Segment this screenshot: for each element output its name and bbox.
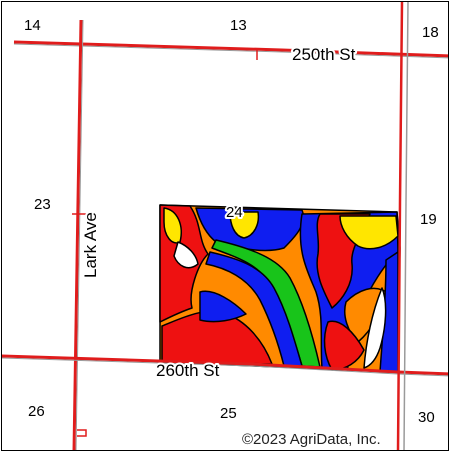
section-number: 13 bbox=[230, 17, 247, 34]
section-number: 14 bbox=[24, 17, 41, 34]
road-label-lark-ave: Lark Ave bbox=[81, 212, 100, 278]
road-tick bbox=[77, 429, 87, 437]
section-line-east bbox=[396, 2, 409, 450]
section-number: 26 bbox=[28, 403, 45, 420]
section-number: 18 bbox=[422, 24, 439, 41]
copyright-credit: ©2023 AgriData, Inc. bbox=[242, 431, 381, 448]
road-label-260th-st: 260th St bbox=[156, 361, 220, 380]
section-number: 24 bbox=[226, 204, 243, 221]
road-260th-st bbox=[2, 354, 448, 377]
road-lark-ave bbox=[72, 19, 84, 450]
soil-polygon-yellow-ne bbox=[339, 215, 399, 250]
road-labels: 250th St Lark Ave 260th St bbox=[79, 43, 358, 382]
soil-area bbox=[159, 204, 401, 373]
section-labels: 14 13 18 23 24 19 26 25 30 bbox=[24, 17, 439, 426]
soil-polygon-yellow-24 bbox=[229, 211, 260, 239]
section-number: 23 bbox=[34, 196, 51, 213]
section-number: 30 bbox=[418, 409, 435, 426]
soil-void-east bbox=[363, 287, 387, 369]
road-250th-st bbox=[13, 40, 448, 59]
soil-polygon-blue-sw bbox=[199, 290, 247, 323]
soil-polygon-red-se bbox=[323, 320, 365, 371]
section-number: 19 bbox=[420, 211, 437, 228]
road-label-250th-st: 250th St bbox=[292, 45, 356, 64]
section-number: 25 bbox=[220, 405, 237, 422]
soil-void-west bbox=[173, 241, 199, 269]
soil-polygon-yellow-nw bbox=[163, 207, 182, 244]
